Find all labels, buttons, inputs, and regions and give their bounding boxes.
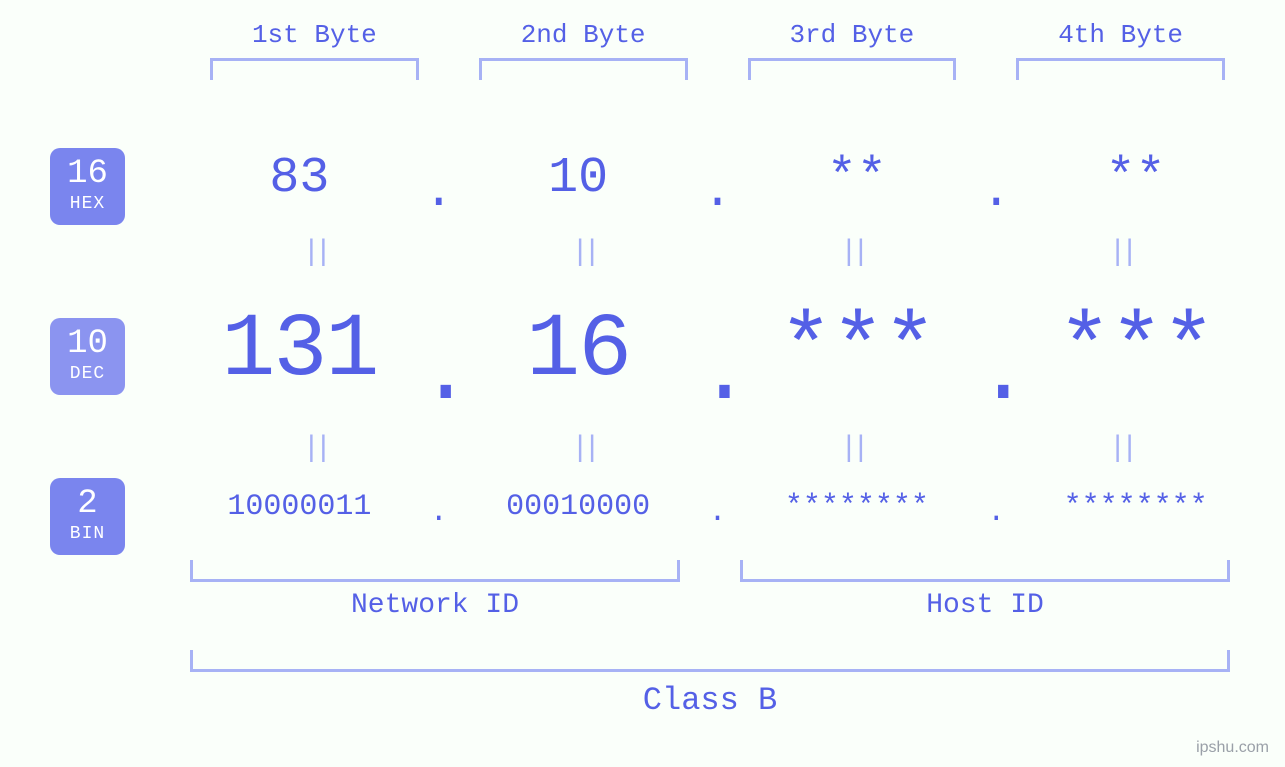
bin-byte-3: ******** <box>738 490 977 524</box>
base-badge-hex-num: 16 <box>50 156 125 193</box>
equals-icon: || <box>180 432 449 466</box>
row-bin: 10000011 . 00010000 . ******** . *******… <box>180 490 1255 524</box>
bin-byte-4: ******** <box>1016 490 1255 524</box>
equals-row-2: || || || || <box>180 432 1255 466</box>
row-dec: 131 . 16 . *** . *** <box>180 300 1255 402</box>
base-badge-dec-tag: DEC <box>50 365 125 385</box>
byte-header-1: 1st Byte <box>180 20 449 80</box>
base-badge-hex: 16 HEX <box>50 148 125 225</box>
dec-byte-3: *** <box>738 300 977 402</box>
equals-icon: || <box>718 432 987 466</box>
bracket-host-id <box>740 560 1230 582</box>
row-hex: 83 . 10 . ** . ** <box>180 150 1255 207</box>
dot-icon: . <box>698 164 738 221</box>
watermark: ipshu.com <box>1196 739 1269 757</box>
dot-icon: . <box>698 324 738 426</box>
equals-icon: || <box>449 236 718 270</box>
bracket-top-1 <box>210 58 419 80</box>
bracket-top-3 <box>748 58 957 80</box>
dot-icon: . <box>976 496 1016 530</box>
ip-diagram: 1st Byte 2nd Byte 3rd Byte 4th Byte 16 H… <box>0 0 1285 767</box>
dot-icon: . <box>419 496 459 530</box>
byte-header-2: 2nd Byte <box>449 20 718 80</box>
hex-byte-1: 83 <box>180 150 419 207</box>
hex-byte-2: 10 <box>459 150 698 207</box>
base-badge-bin-tag: BIN <box>50 525 125 545</box>
base-badge-bin: 2 BIN <box>50 478 125 555</box>
equals-row-1: || || || || <box>180 236 1255 270</box>
dot-icon: . <box>976 324 1016 426</box>
bin-byte-1: 10000011 <box>180 490 419 524</box>
dot-icon: . <box>419 164 459 221</box>
bin-byte-2: 00010000 <box>459 490 698 524</box>
byte-header-4-label: 4th Byte <box>986 20 1255 50</box>
dot-icon: . <box>419 324 459 426</box>
base-badge-bin-num: 2 <box>50 486 125 523</box>
dot-icon: . <box>698 496 738 530</box>
base-badge-hex-tag: HEX <box>50 195 125 215</box>
byte-header-1-label: 1st Byte <box>180 20 449 50</box>
dec-byte-4: *** <box>1016 300 1255 402</box>
byte-header-4: 4th Byte <box>986 20 1255 80</box>
base-badge-dec-num: 10 <box>50 326 125 363</box>
equals-icon: || <box>718 236 987 270</box>
byte-header-3-label: 3rd Byte <box>718 20 987 50</box>
dot-icon: . <box>976 164 1016 221</box>
bracket-network-id <box>190 560 680 582</box>
byte-header-3: 3rd Byte <box>718 20 987 80</box>
label-network-id: Network ID <box>190 590 680 621</box>
label-host-id: Host ID <box>740 590 1230 621</box>
bracket-top-4 <box>1016 58 1225 80</box>
hex-byte-3: ** <box>738 150 977 207</box>
equals-icon: || <box>449 432 718 466</box>
equals-icon: || <box>180 236 449 270</box>
bracket-top-2 <box>479 58 688 80</box>
dec-byte-1: 131 <box>180 300 419 402</box>
bracket-class <box>190 650 1230 672</box>
base-badge-dec: 10 DEC <box>50 318 125 395</box>
hex-byte-4: ** <box>1016 150 1255 207</box>
byte-header-2-label: 2nd Byte <box>449 20 718 50</box>
byte-header-row: 1st Byte 2nd Byte 3rd Byte 4th Byte <box>180 20 1255 80</box>
equals-icon: || <box>986 236 1255 270</box>
dec-byte-2: 16 <box>459 300 698 402</box>
equals-icon: || <box>986 432 1255 466</box>
label-class: Class B <box>190 682 1230 719</box>
